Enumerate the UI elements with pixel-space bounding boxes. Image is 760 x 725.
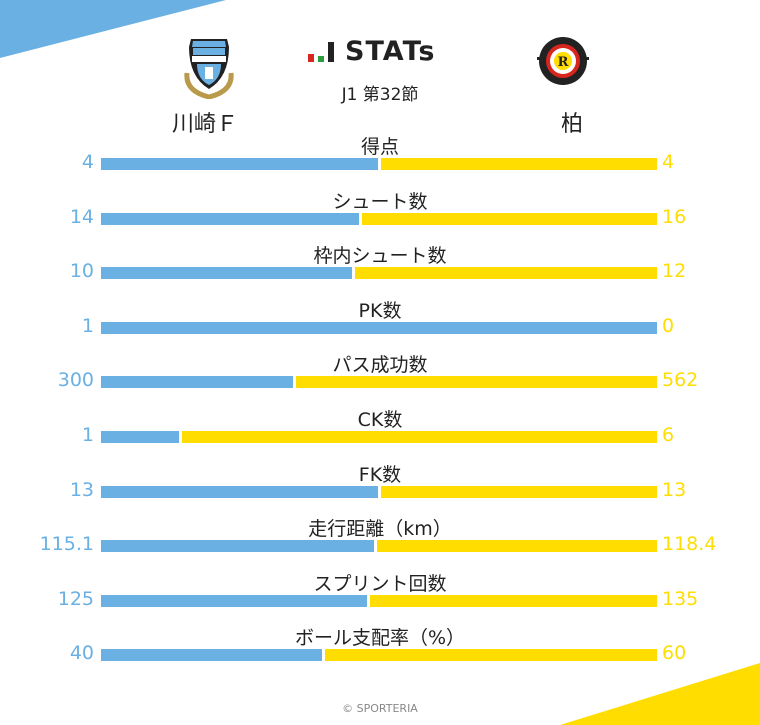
away-bar (380, 485, 657, 498)
away-value: 135 (662, 587, 699, 610)
decor-triangle-top-left (0, 0, 226, 58)
stat-label: ボール支配率（%） (294, 627, 466, 650)
away-value: 16 (662, 205, 687, 228)
away-bar (296, 376, 657, 389)
stat-row: FK数 13 13 (0, 460, 760, 515)
home-value: 4 (81, 151, 94, 173)
home-bar (101, 212, 359, 225)
stat-label: CK数 (357, 409, 403, 431)
away-value: 60 (662, 642, 687, 665)
home-bar (101, 267, 353, 280)
stat-label: 枠内シュート数 (313, 245, 447, 268)
stat-row: 枠内シュート数 10 12 (0, 241, 760, 296)
home-bar (101, 321, 657, 334)
match-round: J1 第32節 (341, 85, 419, 105)
kashiwa-reysol-crest-icon: R (537, 37, 589, 85)
stats-logo-icon (308, 42, 334, 62)
stat-row: 得点 4 4 (0, 132, 760, 187)
stat-row: スプリント回数 125 135 (0, 569, 760, 624)
stat-row: CK数 1 6 (0, 405, 760, 460)
stat-row: パス成功数 300 562 (0, 350, 760, 405)
stat-label: 走行距離（km） (308, 518, 452, 541)
home-bar (101, 485, 378, 498)
away-bar (181, 431, 657, 443)
away-value: 4 (662, 151, 675, 173)
away-bar (355, 267, 657, 280)
away-bar (361, 212, 657, 225)
stat-label: シュート数 (332, 190, 428, 213)
home-value: 300 (57, 369, 94, 392)
svg-text:R: R (558, 55, 569, 70)
home-value: 14 (69, 205, 94, 228)
stat-row: PK数 1 0 (0, 296, 760, 351)
copyright: © SPORTERIA (342, 702, 418, 715)
away-bar (376, 540, 657, 553)
home-bar (101, 376, 293, 389)
away-value: 0 (662, 314, 675, 337)
home-bar (101, 431, 179, 443)
away-value: 12 (662, 260, 687, 283)
stat-label: 得点 (360, 136, 399, 158)
away-value: 13 (662, 478, 687, 501)
home-value: 125 (57, 587, 94, 610)
away-value: 118.4 (662, 533, 717, 556)
stat-row: 走行距離（km） 115.1 118.4 (0, 514, 760, 569)
stat-label: FK数 (358, 463, 402, 486)
home-value: 115.1 (39, 533, 94, 556)
stat-label: PK数 (358, 299, 402, 322)
home-bar (101, 649, 322, 662)
home-bar (101, 158, 378, 170)
kawasaki-frontale-crest-icon (184, 39, 234, 99)
away-value: 562 (662, 369, 699, 392)
stat-row: ボール支配率（%） 40 60 (0, 623, 760, 678)
away-bar (380, 158, 657, 170)
page-title: STATs (345, 36, 436, 67)
home-value: 1 (81, 424, 94, 446)
away-bar (369, 594, 657, 607)
home-bar (101, 540, 374, 553)
home-team-name: 川崎Ｆ (172, 112, 239, 137)
home-value: 1 (81, 314, 94, 337)
home-bar (101, 594, 367, 607)
home-value: 13 (69, 478, 94, 501)
stat-row: シュート数 14 16 (0, 187, 760, 242)
home-value: 10 (69, 260, 94, 283)
away-value: 6 (662, 424, 675, 446)
decor-triangle-bottom-right (560, 663, 760, 725)
home-value: 40 (69, 642, 94, 665)
away-team-name: 柏 (561, 112, 584, 137)
stat-label: スプリント回数 (313, 572, 447, 595)
stat-label: パス成功数 (332, 354, 428, 377)
away-bar (324, 649, 657, 662)
